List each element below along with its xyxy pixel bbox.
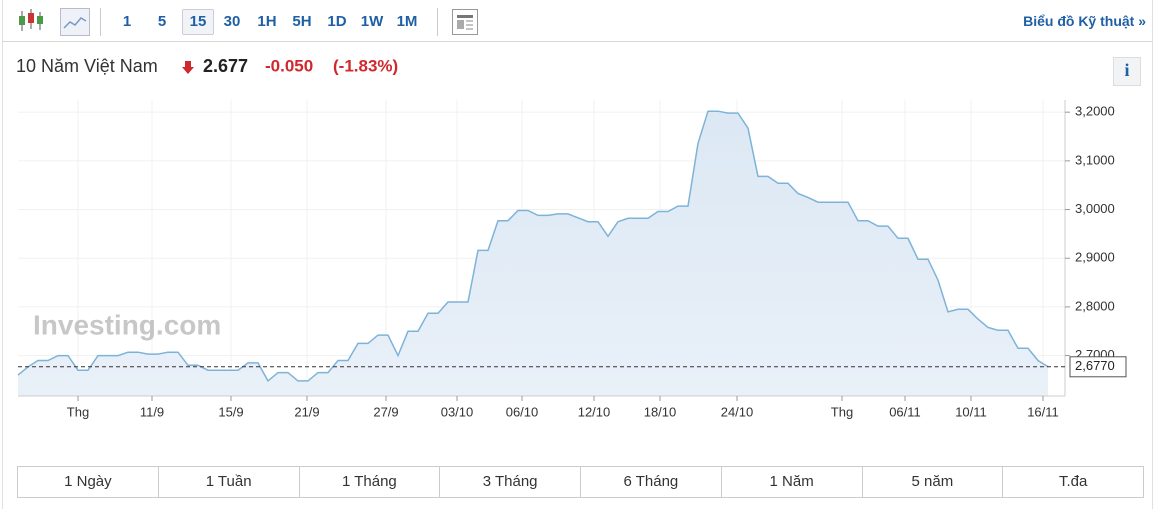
range-button[interactable]: 1 Tuần xyxy=(157,467,299,497)
x-tick-label: 24/10 xyxy=(721,404,754,419)
interval-button[interactable]: 15 xyxy=(182,9,214,35)
plot: Investing.com2,70002,80002,90003,00003,1… xyxy=(17,100,1127,419)
y-tick-label: 3,0000 xyxy=(1075,201,1115,216)
range-button[interactable]: 5 năm xyxy=(861,467,1003,497)
toolbar: 1 5 15 30 1H 5H 1D 1W 1M Biểu đồ Kỹ thuật » xyxy=(3,0,1152,42)
x-tick-label: 18/10 xyxy=(644,404,677,419)
interval-button[interactable]: 1 xyxy=(122,13,132,30)
separator xyxy=(100,8,101,36)
range-group: 1 Ngày 1 Tuần 1 Tháng 3 Tháng 6 Tháng 1 Năm 5 … xyxy=(17,466,1144,498)
price: 2.677 xyxy=(203,56,248,76)
y-tick-label: 2,9000 xyxy=(1075,250,1115,265)
x-tick-label: 27/9 xyxy=(373,404,398,419)
candle-icon[interactable] xyxy=(16,6,46,36)
table-icon[interactable] xyxy=(452,9,478,35)
interval-button[interactable]: 5 xyxy=(157,13,167,30)
y-tick-label: 2,8000 xyxy=(1075,298,1115,313)
range-button[interactable]: 6 Tháng xyxy=(580,467,721,497)
y-tick-label: 3,1000 xyxy=(1075,152,1115,167)
interval-button[interactable]: 1M xyxy=(396,13,418,30)
chart: 10 Năm Việt Nam 2.677 -0.050 (-1.83%) i … xyxy=(16,56,1141,419)
interval-button[interactable]: 30 xyxy=(223,13,241,30)
range-button[interactable]: 1 Ngày xyxy=(64,473,112,490)
x-tick-label: 06/11 xyxy=(889,404,921,419)
current-value-label: 2,6770 xyxy=(1075,358,1115,373)
interval-button[interactable]: 5H xyxy=(292,13,312,30)
range-button[interactable]: 1 Năm xyxy=(720,467,862,497)
area-icon[interactable] xyxy=(60,8,90,36)
x-tick-label: 21/9 xyxy=(294,404,319,419)
current-value-box xyxy=(1069,356,1127,378)
change-percent: (-1.83%) xyxy=(333,56,398,75)
x-tick-label: 10/11 xyxy=(955,404,987,419)
y-tick-label: 3,2000 xyxy=(1075,104,1115,119)
x-tick-label: 03/10 xyxy=(441,404,474,419)
info-button[interactable] xyxy=(1113,57,1141,86)
instrument-name: 10 Năm Việt Nam xyxy=(16,56,158,76)
down-arrow xyxy=(182,61,194,74)
watermark: Investing.com xyxy=(33,309,221,340)
x-tick-label: 15/9 xyxy=(218,404,243,419)
separator xyxy=(437,8,438,36)
x-tick-label: Thg xyxy=(67,404,89,419)
x-tick-label: 06/10 xyxy=(506,404,539,419)
info-icon: i xyxy=(1124,60,1129,80)
x-tick-label: 11/9 xyxy=(140,404,164,419)
x-tick-label: 12/10 xyxy=(578,404,611,419)
range-button[interactable]: 3 Tháng xyxy=(439,467,580,497)
range-button[interactable]: T.đa xyxy=(1002,467,1143,497)
interval-button[interactable]: 1D xyxy=(327,13,347,30)
area xyxy=(18,111,1048,396)
interval-button[interactable]: 1H xyxy=(257,13,277,30)
interval-button[interactable]: 1W xyxy=(360,13,384,30)
x-tick-label: Thg xyxy=(831,404,853,419)
line xyxy=(17,110,1049,383)
range-button[interactable]: 1 Tháng xyxy=(298,467,440,497)
x-tick-label: 16/11 xyxy=(1027,404,1059,419)
change: -0.050 xyxy=(265,56,313,75)
technical-chart-link[interactable]: Biểu đồ Kỹ thuật » xyxy=(1023,13,1146,29)
